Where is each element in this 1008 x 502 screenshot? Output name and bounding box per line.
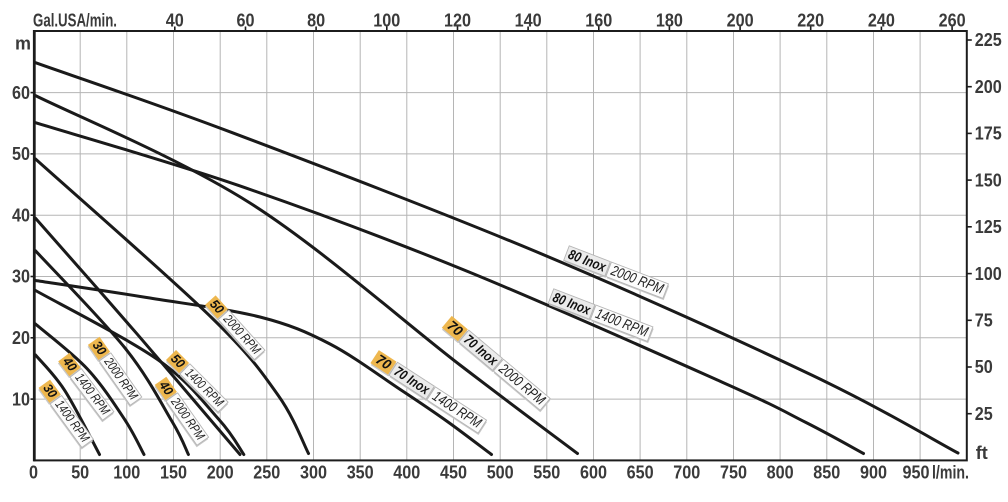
svg-text:850: 850: [813, 463, 840, 483]
svg-text:100: 100: [975, 264, 1002, 284]
svg-text:50: 50: [71, 463, 89, 483]
svg-text:240: 240: [868, 11, 895, 31]
svg-text:25: 25: [975, 404, 993, 424]
svg-text:175: 175: [975, 124, 1002, 144]
svg-text:650: 650: [627, 463, 654, 483]
svg-text:200: 200: [975, 77, 1002, 97]
svg-text:200: 200: [207, 463, 234, 483]
svg-text:260: 260: [939, 11, 966, 31]
svg-text:30: 30: [12, 267, 30, 287]
svg-text:350: 350: [347, 463, 374, 483]
svg-text:150: 150: [975, 170, 1002, 190]
svg-text:220: 220: [797, 11, 824, 31]
svg-text:250: 250: [253, 463, 280, 483]
svg-text:ft: ft: [976, 443, 988, 463]
svg-text:l/min.: l/min.: [932, 463, 969, 483]
svg-text:60: 60: [12, 83, 30, 103]
svg-text:160: 160: [585, 11, 612, 31]
svg-text:100: 100: [113, 463, 140, 483]
svg-text:450: 450: [440, 463, 467, 483]
svg-text:180: 180: [656, 11, 683, 31]
svg-text:800: 800: [767, 463, 794, 483]
svg-text:m: m: [15, 34, 31, 54]
svg-text:150: 150: [160, 463, 187, 483]
svg-text:20: 20: [12, 328, 30, 348]
svg-text:0: 0: [29, 463, 38, 483]
svg-text:500: 500: [487, 463, 514, 483]
svg-text:50: 50: [975, 357, 993, 377]
svg-text:750: 750: [720, 463, 747, 483]
svg-text:225: 225: [975, 30, 1002, 50]
svg-text:Gal.USA/min.: Gal.USA/min.: [33, 11, 117, 31]
svg-text:400: 400: [393, 463, 420, 483]
svg-text:50: 50: [12, 144, 30, 164]
svg-text:100: 100: [373, 11, 400, 31]
svg-text:300: 300: [300, 463, 327, 483]
svg-text:40: 40: [166, 11, 184, 31]
svg-text:80: 80: [307, 11, 325, 31]
svg-text:60: 60: [237, 11, 255, 31]
svg-text:550: 550: [533, 463, 560, 483]
svg-text:75: 75: [975, 311, 993, 331]
svg-text:120: 120: [444, 11, 471, 31]
svg-text:600: 600: [580, 463, 607, 483]
svg-text:700: 700: [673, 463, 700, 483]
svg-text:950: 950: [903, 463, 930, 483]
svg-text:200: 200: [727, 11, 754, 31]
svg-text:40: 40: [12, 205, 30, 225]
svg-text:10: 10: [12, 389, 30, 409]
svg-text:125: 125: [975, 217, 1002, 237]
svg-text:900: 900: [860, 463, 887, 483]
svg-text:140: 140: [515, 11, 542, 31]
